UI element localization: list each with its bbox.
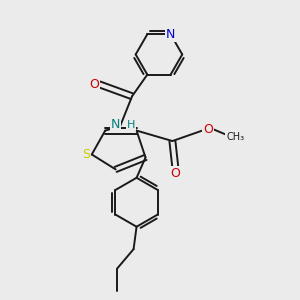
Text: O: O <box>170 167 180 180</box>
Text: N: N <box>111 118 120 131</box>
Text: H: H <box>126 120 135 130</box>
Text: S: S <box>82 148 90 161</box>
Text: N: N <box>166 28 175 41</box>
Text: O: O <box>203 123 213 136</box>
Text: CH₃: CH₃ <box>226 132 244 142</box>
Text: O: O <box>89 78 99 91</box>
